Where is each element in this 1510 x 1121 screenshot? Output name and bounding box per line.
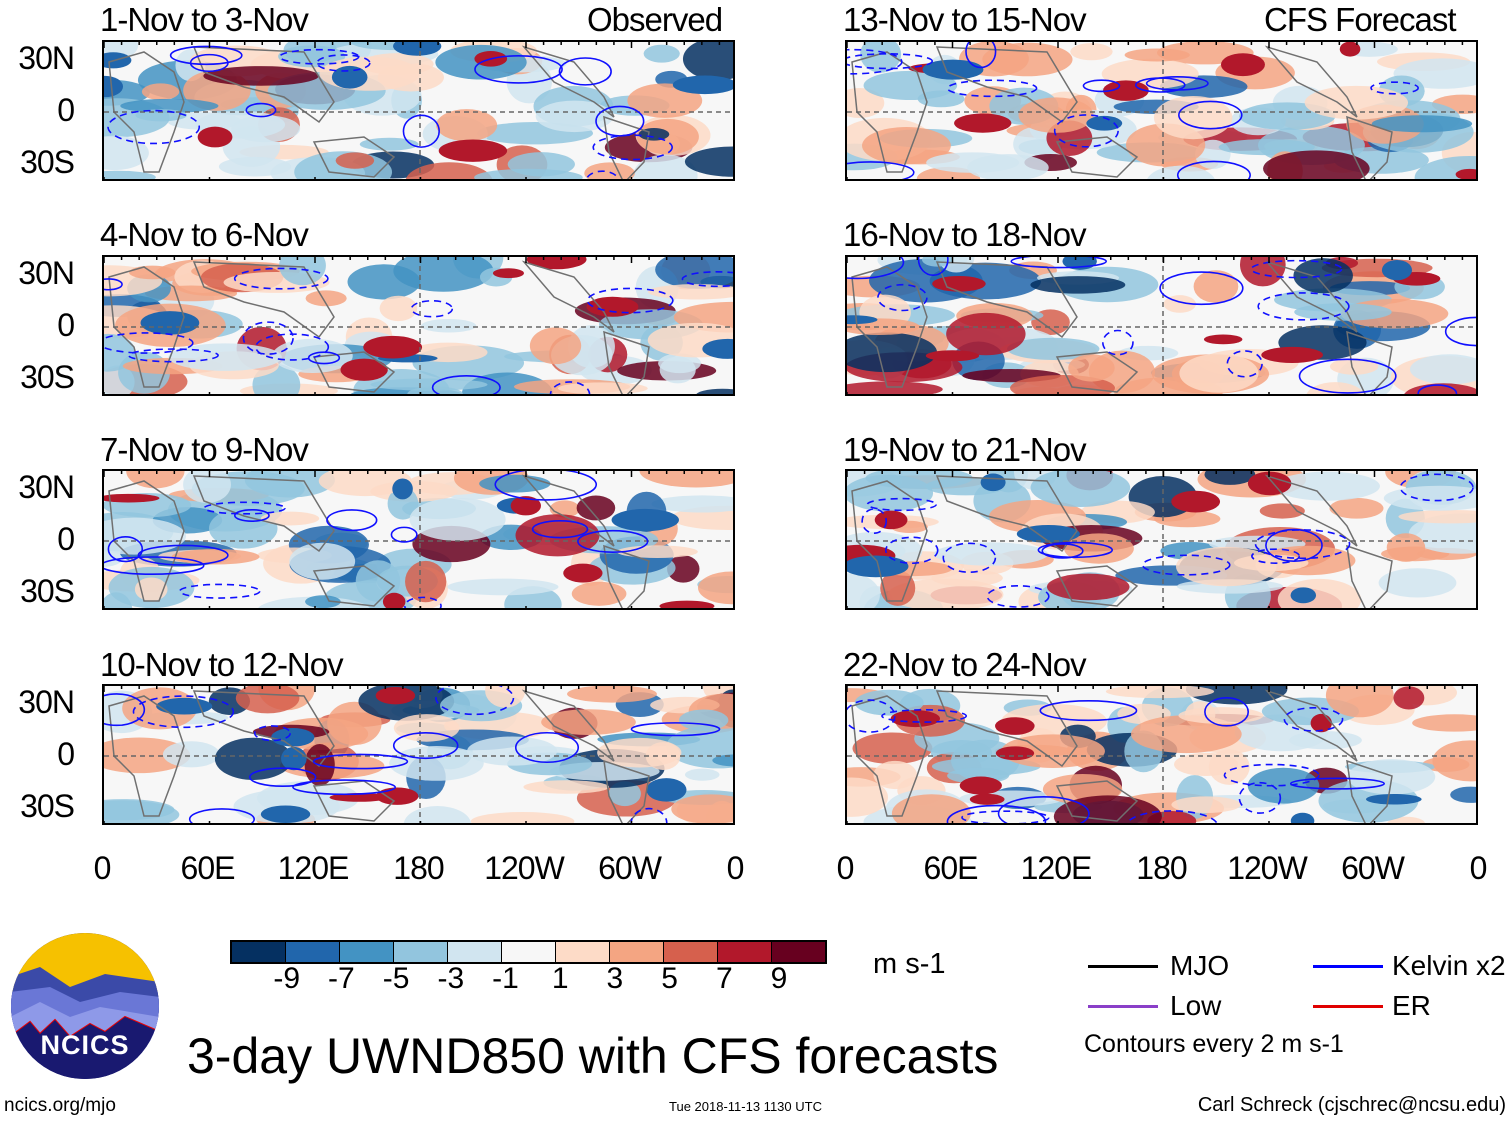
lon-label: 60W: [1341, 850, 1405, 886]
lat-label: 0: [57, 521, 75, 557]
panel-title: 10-Nov to 12-Nov: [100, 646, 344, 683]
legend-label-mjo: MJO: [1170, 950, 1230, 981]
legend-line-kelvin: [1313, 965, 1383, 968]
footer-author: Carl Schreck (cjschrec@ncsu.edu): [1197, 1094, 1506, 1116]
column-label-observed: Observed: [587, 1, 723, 38]
map-panel-fcst-4: [845, 684, 1478, 825]
panel-title: 4-Nov to 6-Nov: [100, 216, 309, 253]
colorbar-label: 9: [770, 962, 788, 995]
colorbar-units: m s-1: [873, 948, 946, 980]
legend-line-mjo: [1088, 965, 1158, 968]
lon-label: 0: [726, 850, 745, 886]
colorbar-label: 3: [606, 962, 624, 995]
map-panel-obs-4: [102, 684, 735, 825]
lon-label: 60E: [923, 850, 979, 886]
footer-timestamp: Tue 2018-11-13 1130 UTC: [669, 1099, 822, 1114]
lon-label: 60E: [180, 850, 236, 886]
lat-label: 30S: [20, 573, 75, 609]
lon-label: 180: [393, 850, 444, 886]
lat-label: 30N: [18, 255, 75, 291]
legend-label-er: ER: [1392, 990, 1431, 1021]
colorbar-label: 7: [715, 962, 733, 995]
lat-label: 30N: [18, 40, 75, 76]
colorbar-label: 1: [551, 962, 569, 995]
colorbar-swatch: [556, 942, 610, 962]
map-panel-obs-2: [102, 255, 735, 396]
lon-label: 180: [1136, 850, 1187, 886]
colorbar-label: -3: [437, 962, 465, 995]
colorbar-swatch: [718, 942, 772, 962]
colorbar-label: -9: [273, 962, 301, 995]
colorbar-swatch: [772, 942, 825, 962]
colorbar-label: -5: [382, 962, 410, 995]
panel-title: 16-Nov to 18-Nov: [843, 216, 1087, 253]
column-label-forecast: CFS Forecast: [1264, 1, 1457, 38]
colorbar-swatch: [664, 942, 718, 962]
colorbar-label: 5: [661, 962, 678, 995]
lat-label: 30N: [18, 469, 75, 505]
lat-label: 30S: [20, 144, 75, 180]
lat-label: 0: [57, 307, 75, 343]
colorbar-label: -1: [492, 962, 519, 995]
legend-line-er: [1313, 1005, 1383, 1008]
panel-title: 19-Nov to 21-Nov: [843, 431, 1087, 468]
colorbar-swatch: [340, 942, 394, 962]
panel-title: 7-Nov to 9-Nov: [100, 431, 309, 468]
lat-label: 0: [57, 92, 75, 128]
lon-label: 60W: [598, 850, 662, 886]
map-panel-fcst-3: [845, 469, 1478, 610]
map-panel-obs-3: [102, 469, 735, 610]
logo-text: NCICS: [40, 1030, 130, 1060]
panel-title: 1-Nov to 3-Nov: [100, 1, 309, 38]
legend-label-kelvin: Kelvin x2: [1392, 950, 1506, 981]
footer-url[interactable]: ncics.org/mjo: [4, 1095, 116, 1116]
contour-note: Contours every 2 m s-1: [1084, 1030, 1344, 1058]
colorbar-swatch: [502, 942, 556, 962]
colorbar-swatch: [394, 942, 448, 962]
lat-label: 30N: [18, 684, 75, 720]
lat-label: 0: [57, 736, 75, 772]
colorbar-swatch: [610, 942, 664, 962]
lat-label: 30S: [20, 788, 75, 824]
colorbar-swatch: [286, 942, 340, 962]
lon-label: 0: [93, 850, 112, 886]
lon-label: 0: [1469, 850, 1488, 886]
lon-label: 120E: [1020, 850, 1093, 886]
map-panel-fcst-2: [845, 255, 1478, 396]
legend-line-low: [1088, 1005, 1158, 1008]
map-panel-fcst-1: [845, 40, 1478, 181]
panel-title: 22-Nov to 24-Nov: [843, 646, 1087, 683]
figure-title: 3-day UWND850 with CFS forecasts: [187, 1028, 999, 1084]
ncics-logo: NCICS: [10, 932, 160, 1080]
legend-label-low: Low: [1170, 990, 1222, 1021]
colorbar-swatch: [448, 942, 502, 962]
colorbar-label: -7: [328, 962, 355, 995]
colorbar-swatch: [232, 942, 286, 962]
lon-label: 120W: [484, 850, 565, 886]
lat-label: 30S: [20, 359, 75, 395]
panel-title: 13-Nov to 15-Nov: [843, 1, 1087, 38]
colorbar: [230, 940, 827, 964]
lon-label: 0: [836, 850, 855, 886]
map-panel-obs-1: [102, 40, 735, 181]
lon-label: 120E: [277, 850, 350, 886]
lon-label: 120W: [1227, 850, 1308, 886]
